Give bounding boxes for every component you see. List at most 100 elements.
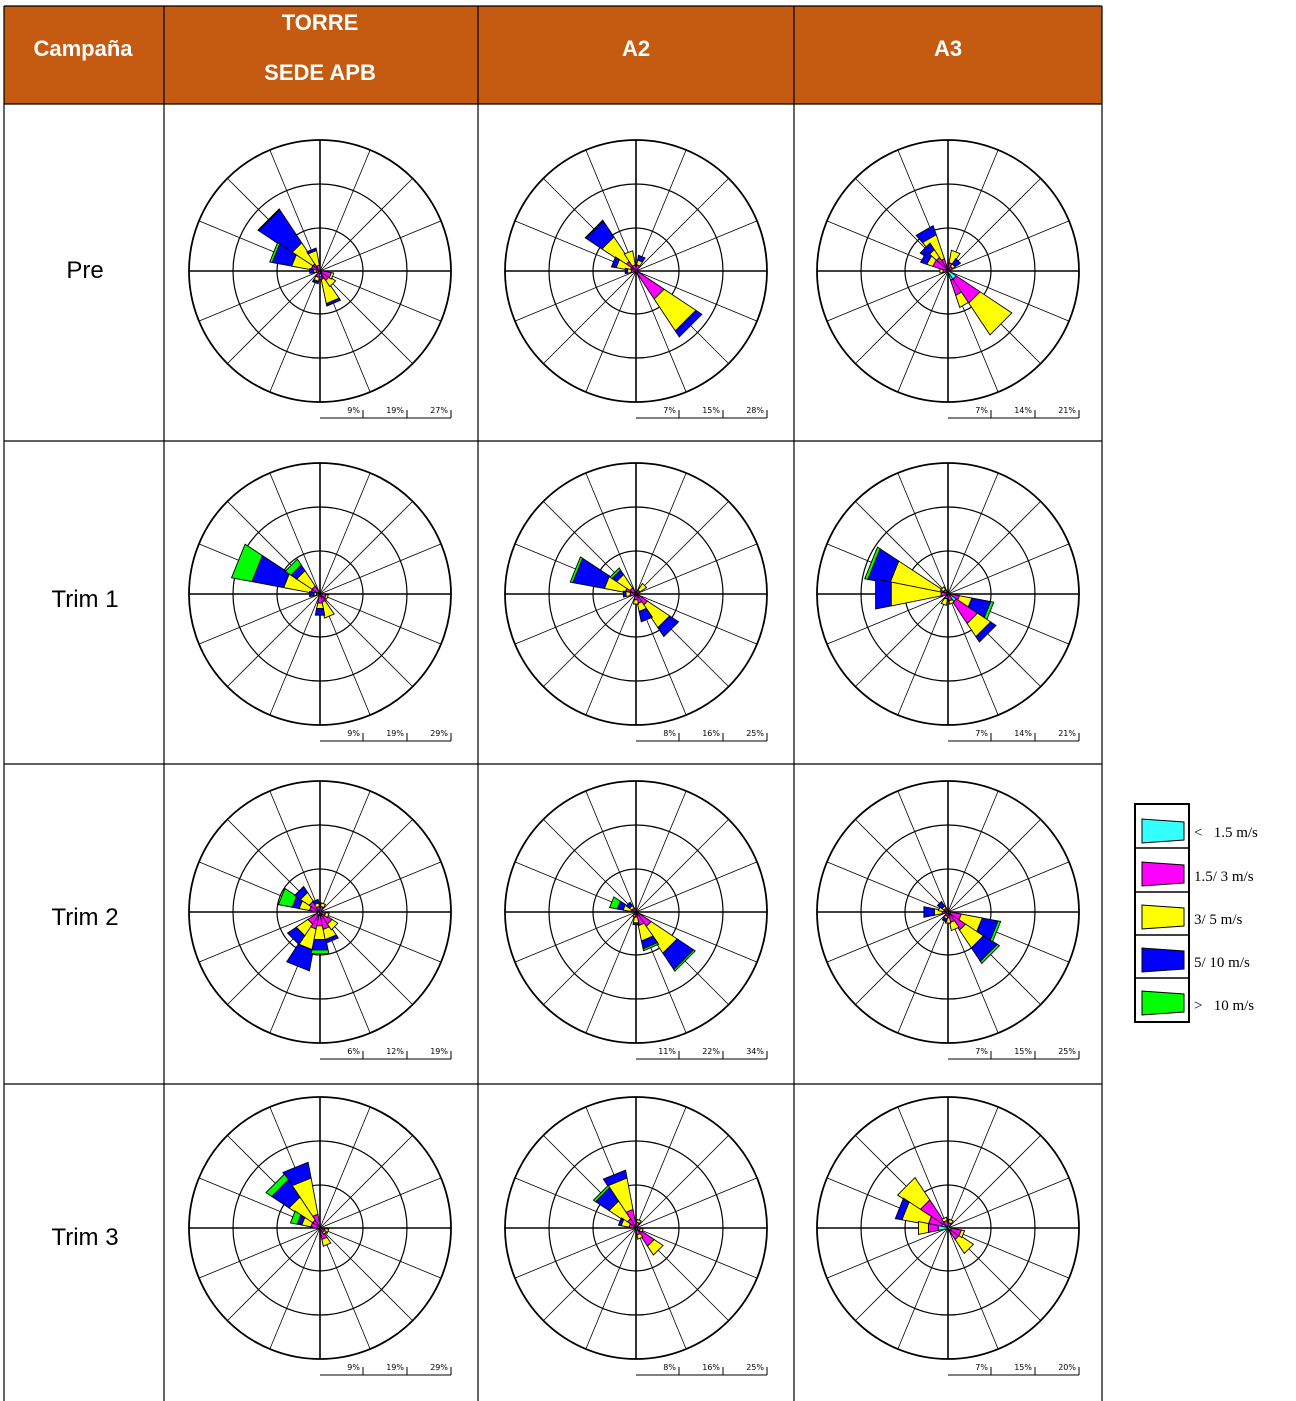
- rose-spoke: [947, 1177, 1070, 1229]
- rose-spoke: [319, 1106, 371, 1229]
- rose-spoke: [855, 911, 949, 1005]
- rose-spoke: [947, 472, 999, 595]
- rose-petal-high: [293, 885, 309, 901]
- rose-spoke: [227, 593, 321, 687]
- rose-spoke: [319, 790, 371, 913]
- rose-spoke: [635, 472, 687, 595]
- header-campaign: Campaña: [33, 36, 133, 61]
- legend-label-high: 5/ 10 m/s: [1194, 955, 1250, 971]
- legend-label-calm: < 1.5 m/s: [1194, 825, 1258, 841]
- rose-petal-mid: [939, 268, 944, 274]
- rose-spoke: [269, 270, 321, 393]
- rose-petal-mid: [323, 912, 330, 919]
- header-torre-line1: TORRE: [282, 10, 359, 35]
- rose-petal-top: [979, 943, 1001, 965]
- rose-petal-high: [324, 934, 339, 944]
- rose-spoke: [635, 543, 758, 595]
- rose-spoke: [947, 593, 999, 716]
- rose-petal-top: [269, 241, 281, 264]
- wind-rose-4-3: 7% 15% 20%: [816, 1096, 1080, 1376]
- rose-spoke: [897, 270, 949, 393]
- rose-petal-mid: [896, 1176, 931, 1211]
- rose-scale-label: 19%: [386, 406, 404, 415]
- rose-petal-mid: [324, 594, 329, 600]
- rose-scale: [320, 1367, 452, 1376]
- wind-rose-2-2: 8% 16% 25%: [504, 462, 768, 742]
- rose-petal-mid: [947, 1218, 954, 1225]
- rose-spoke: [947, 178, 1041, 272]
- rose-spoke: [897, 472, 949, 595]
- rose-spoke: [585, 790, 637, 913]
- rose-scale: [948, 410, 1080, 419]
- rose-spoke: [947, 1227, 1070, 1279]
- rose-spoke: [319, 1227, 413, 1321]
- rose-petal-mid: [328, 272, 335, 280]
- rose-spoke: [543, 819, 637, 913]
- rose-spoke: [319, 593, 442, 645]
- rose-spoke: [635, 790, 687, 913]
- rose-spoke: [269, 472, 321, 595]
- rose-spoke: [543, 1227, 637, 1321]
- rose-spoke: [269, 1227, 321, 1350]
- rose-scale-label: 7%: [975, 729, 988, 738]
- rose-scale-label: 21%: [1058, 729, 1076, 738]
- rose-spoke: [514, 270, 637, 322]
- rose-scale-label: 34%: [746, 1047, 764, 1056]
- rose-spoke: [319, 149, 371, 272]
- rose-spoke: [826, 861, 949, 913]
- rose-spoke: [319, 861, 442, 913]
- rose-scale: [636, 1051, 768, 1060]
- rose-petal-mid: [948, 249, 961, 265]
- wind-roses: 9% 19% 27% 7% 15% 28% 7% 14% 21% 9% 19% 29% 8% 16% 25%…: [188, 139, 1080, 1376]
- rose-petal-high: [311, 898, 320, 906]
- rose-spoke: [635, 1106, 687, 1229]
- rose-petal-high: [936, 900, 946, 910]
- rose-petal-high: [309, 590, 315, 598]
- rose-petal-mid: [636, 1218, 642, 1224]
- rose-petal-top: [584, 219, 604, 239]
- legend-swatch-calm: [1141, 818, 1185, 844]
- rose-petal-mid: [325, 276, 337, 288]
- rose-petal-top: [592, 1184, 611, 1203]
- rose-petal-high: [894, 1197, 910, 1221]
- rose-spoke: [198, 1227, 321, 1279]
- rose-spoke: [947, 270, 1070, 322]
- wind-rose-1-1: 9% 19% 27%: [188, 139, 452, 419]
- rose-petal-low: [630, 269, 636, 273]
- rose-spoke: [947, 1106, 999, 1229]
- rose-petal-high: [314, 608, 326, 616]
- rose-petal-high: [610, 256, 620, 269]
- rose-scale-label: 16%: [702, 1363, 720, 1372]
- rose-spoke: [319, 911, 442, 963]
- rose-spoke: [319, 220, 442, 272]
- rose-petal-mid: [632, 599, 640, 605]
- rose-spoke: [198, 911, 321, 963]
- rose-scale-label: 8%: [663, 1363, 676, 1372]
- rose-spoke: [826, 1227, 949, 1279]
- wind-rose-3-1: 6% 12% 19%: [188, 780, 452, 1060]
- rose-petal-low: [633, 595, 639, 601]
- rose-petal-high: [306, 247, 318, 255]
- rose-spoke: [855, 501, 949, 595]
- rose-spoke: [635, 1227, 758, 1279]
- rose-petal-high: [975, 621, 997, 643]
- rose-petal-mid: [623, 250, 636, 267]
- rose-spoke: [514, 593, 637, 645]
- rose-petal-mid: [326, 918, 339, 931]
- rose-petal-mid: [940, 597, 949, 607]
- rose-petal-high: [286, 926, 306, 946]
- rose-petal-mid: [968, 291, 1013, 336]
- rose-petal-mid: [940, 586, 947, 593]
- row-label-trim2: Trim 2: [51, 904, 118, 931]
- rose-petal-high: [602, 1169, 628, 1187]
- legend-label-top: > 10 m/s: [1194, 998, 1254, 1014]
- rose-spoke: [947, 501, 1041, 595]
- legend-label-low: 1.5/ 3 m/s: [1194, 869, 1254, 885]
- rose-spoke: [319, 543, 442, 595]
- rose-spoke: [319, 270, 413, 364]
- rose-spoke: [543, 911, 637, 1005]
- rose-petal-top: [310, 949, 330, 954]
- rose-scale: [320, 1051, 452, 1060]
- rose-petal-high: [915, 224, 937, 244]
- rose-scale-label: 7%: [663, 406, 676, 415]
